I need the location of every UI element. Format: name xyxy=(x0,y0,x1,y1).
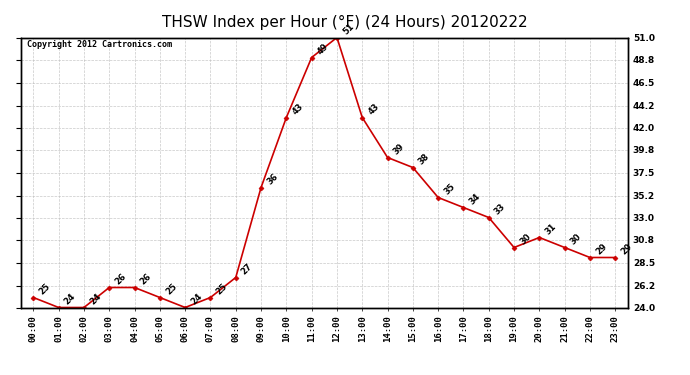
Text: 29: 29 xyxy=(594,242,609,256)
Text: 25: 25 xyxy=(164,282,179,296)
Text: 24: 24 xyxy=(63,291,77,306)
Text: 51: 51 xyxy=(341,21,356,36)
Text: 31: 31 xyxy=(544,222,558,236)
Text: Copyright 2012 Cartronics.com: Copyright 2012 Cartronics.com xyxy=(27,40,172,49)
Text: 49: 49 xyxy=(316,42,331,56)
Text: 26: 26 xyxy=(113,272,128,286)
Text: 35: 35 xyxy=(442,182,457,196)
Text: 38: 38 xyxy=(417,152,431,166)
Text: 39: 39 xyxy=(392,142,406,156)
Text: 29: 29 xyxy=(620,242,634,256)
Text: 26: 26 xyxy=(139,272,153,286)
Text: 30: 30 xyxy=(569,232,583,246)
Text: THSW Index per Hour (°F) (24 Hours) 20120222: THSW Index per Hour (°F) (24 Hours) 2012… xyxy=(162,15,528,30)
Text: 34: 34 xyxy=(468,192,482,206)
Text: 43: 43 xyxy=(290,102,305,116)
Text: 24: 24 xyxy=(88,291,103,306)
Text: 30: 30 xyxy=(518,232,533,246)
Text: 36: 36 xyxy=(265,171,280,186)
Text: 33: 33 xyxy=(493,202,507,216)
Text: 27: 27 xyxy=(240,261,255,276)
Text: 43: 43 xyxy=(366,102,381,116)
Text: 25: 25 xyxy=(215,282,229,296)
Text: 24: 24 xyxy=(189,291,204,306)
Text: 25: 25 xyxy=(37,282,52,296)
